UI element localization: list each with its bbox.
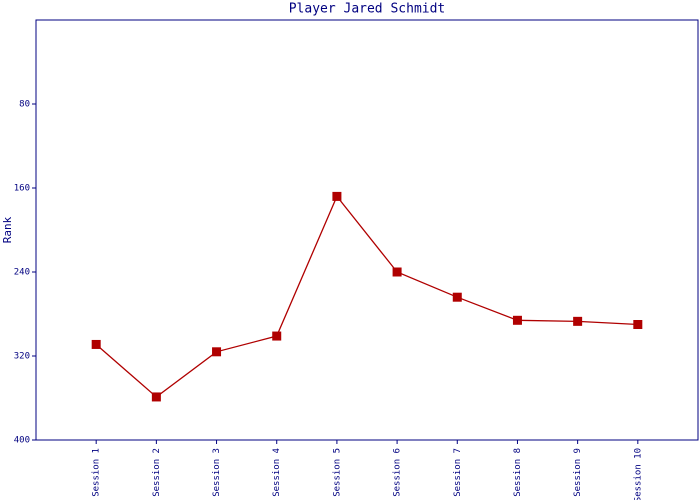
marker [151, 392, 161, 402]
x-tick-label: Session 10 [633, 448, 643, 500]
x-tick-label: Session 5 [332, 448, 342, 497]
marker [452, 292, 462, 302]
marker [91, 339, 101, 349]
x-tick-label: Session 4 [272, 448, 282, 497]
y-tick-label: 320 [14, 352, 30, 362]
x-tick-label: Session 8 [513, 448, 523, 497]
y-axis-label: Rank [1, 216, 14, 243]
marker [332, 191, 342, 201]
x-tick-label: Session 3 [212, 448, 222, 497]
y-tick-label: 80 [19, 100, 30, 110]
chart-title: Player Jared Schmidt [289, 2, 446, 17]
x-tick-label: Session 6 [393, 448, 403, 497]
x-tick-label: Session 2 [152, 448, 162, 497]
marker [272, 331, 282, 341]
marker [212, 347, 222, 357]
x-tick-label: Session 1 [92, 448, 102, 497]
line [95, 195, 638, 398]
plot-frame [35, 19, 699, 441]
x-tick-label: Session 7 [453, 448, 463, 497]
marker [512, 315, 522, 325]
marker [633, 320, 643, 329]
marker [573, 316, 583, 326]
y-tick-label: 240 [14, 268, 30, 278]
y-tick-label: 160 [14, 184, 30, 194]
y-tick-label: 400 [14, 436, 30, 446]
x-tick-label: Session 9 [573, 448, 583, 497]
marker [392, 267, 402, 277]
